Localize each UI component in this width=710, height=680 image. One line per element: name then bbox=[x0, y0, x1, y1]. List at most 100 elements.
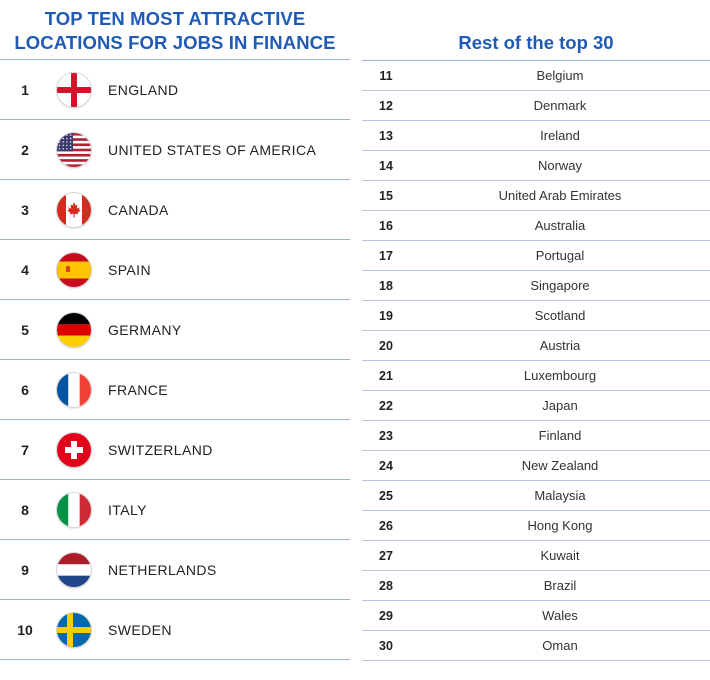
country-name: Hong Kong bbox=[527, 518, 593, 533]
spain-flag-icon bbox=[57, 253, 91, 287]
row-divider bbox=[362, 120, 710, 121]
row-divider bbox=[0, 659, 350, 660]
rest-row: 20 Austria bbox=[362, 331, 710, 361]
country-name: Ireland bbox=[540, 128, 580, 143]
rest-row: 25 Malaysia bbox=[362, 481, 710, 511]
country-name: ITALY bbox=[108, 502, 147, 518]
row-divider bbox=[362, 630, 710, 631]
top-ten-row: 8 ITALY bbox=[0, 480, 350, 540]
row-divider bbox=[362, 360, 710, 361]
row-divider bbox=[362, 90, 710, 91]
rest-row: 17 Portugal bbox=[362, 241, 710, 271]
top-ten-row: 5 GERMANY bbox=[0, 300, 350, 360]
country-name: Japan bbox=[542, 398, 578, 413]
rank-number: 12 bbox=[379, 99, 393, 113]
rank-number: 30 bbox=[379, 639, 393, 653]
rank-number: 7 bbox=[21, 442, 29, 458]
row-divider bbox=[0, 179, 350, 180]
canada-flag-icon bbox=[57, 193, 91, 227]
rank-number: 6 bbox=[21, 382, 29, 398]
country-name: Wales bbox=[542, 608, 578, 623]
top-ten-row: 9 NETHERLANDS bbox=[0, 540, 350, 600]
row-divider bbox=[362, 480, 710, 481]
england-flag-icon bbox=[57, 73, 91, 107]
row-divider bbox=[0, 479, 350, 480]
row-divider bbox=[362, 210, 710, 211]
rest-row: 30 Oman bbox=[362, 631, 710, 661]
row-divider bbox=[0, 119, 350, 120]
rank-number: 11 bbox=[379, 69, 393, 83]
country-name: Oman bbox=[542, 638, 578, 653]
rest-row: 23 Finland bbox=[362, 421, 710, 451]
country-name: FRANCE bbox=[108, 382, 168, 398]
rank-number: 4 bbox=[21, 262, 29, 278]
country-name: SPAIN bbox=[108, 262, 151, 278]
sweden-flag-icon bbox=[57, 613, 91, 647]
top-ten-row: 6 FRANCE bbox=[0, 360, 350, 420]
top-ten-title: TOP TEN MOST ATTRACTIVE LOCATIONS FOR JO… bbox=[0, 7, 350, 55]
rest-row: 28 Brazil bbox=[362, 571, 710, 601]
rank-number: 27 bbox=[379, 549, 393, 563]
row-divider bbox=[362, 240, 710, 241]
rank-number: 25 bbox=[379, 489, 393, 503]
switzerland-flag-icon bbox=[57, 433, 91, 467]
rank-number: 8 bbox=[21, 502, 29, 518]
top-ten-row: 3 CANADA bbox=[0, 180, 350, 240]
country-name: United Arab Emirates bbox=[498, 188, 622, 203]
row-divider bbox=[362, 450, 710, 451]
rank-number: 2 bbox=[21, 142, 29, 158]
rank-number: 21 bbox=[379, 369, 393, 383]
country-name: Denmark bbox=[533, 98, 587, 113]
rest-row: 18 Singapore bbox=[362, 271, 710, 301]
rank-number: 17 bbox=[379, 249, 393, 263]
netherlands-flag-icon bbox=[57, 553, 91, 587]
country-name: Brazil bbox=[543, 578, 577, 593]
top-ten-title-line-1: TOP TEN MOST ATTRACTIVE bbox=[44, 8, 306, 29]
row-divider bbox=[0, 299, 350, 300]
rest-row: 26 Hong Kong bbox=[362, 511, 710, 541]
country-name: Australia bbox=[534, 218, 586, 233]
top-ten-row: 7 SWITZERLAND bbox=[0, 420, 350, 480]
country-name: Scotland bbox=[534, 308, 586, 323]
rank-number: 15 bbox=[379, 189, 393, 203]
rest-row: 29 Wales bbox=[362, 601, 710, 631]
row-divider bbox=[362, 600, 710, 601]
country-name: CANADA bbox=[108, 202, 169, 218]
rest-row: 15 United Arab Emirates bbox=[362, 181, 710, 211]
rank-number: 22 bbox=[379, 399, 393, 413]
country-name: NETHERLANDS bbox=[108, 562, 217, 578]
rest-row: 27 Kuwait bbox=[362, 541, 710, 571]
rest-of-top-30-title: Rest of the top 30 bbox=[458, 32, 614, 53]
usa-flag-icon bbox=[57, 133, 91, 167]
top-ten-row: 2 UNITED STATES OF AMERICA bbox=[0, 120, 350, 180]
rank-number: 16 bbox=[379, 219, 393, 233]
rank-number: 1 bbox=[21, 82, 29, 98]
row-divider bbox=[0, 359, 350, 360]
france-flag-icon bbox=[57, 373, 91, 407]
rest-row: 16 Australia bbox=[362, 211, 710, 241]
row-divider bbox=[0, 239, 350, 240]
row-divider bbox=[0, 599, 350, 600]
top-ten-row: 1 ENGLAND bbox=[0, 60, 350, 120]
rank-number: 14 bbox=[379, 159, 393, 173]
rank-number: 23 bbox=[379, 429, 393, 443]
rank-number: 20 bbox=[379, 339, 393, 353]
country-name: Kuwait bbox=[540, 548, 580, 563]
rank-number: 29 bbox=[379, 609, 393, 623]
country-name: GERMANY bbox=[108, 322, 182, 338]
row-divider bbox=[362, 510, 710, 511]
country-name: SWEDEN bbox=[108, 622, 172, 638]
row-divider bbox=[362, 660, 710, 661]
rank-number: 26 bbox=[379, 519, 393, 533]
country-name: New Zealand bbox=[521, 458, 599, 473]
rank-number: 5 bbox=[21, 322, 29, 338]
country-name: Luxembourg bbox=[523, 368, 597, 383]
rank-number: 19 bbox=[379, 309, 393, 323]
country-name: Belgium bbox=[536, 68, 584, 83]
top-ten-row: 10 SWEDEN bbox=[0, 600, 350, 660]
top-ten-row: 4 SPAIN bbox=[0, 240, 350, 300]
rank-number: 13 bbox=[379, 129, 393, 143]
country-name: Portugal bbox=[535, 248, 585, 263]
row-divider bbox=[362, 540, 710, 541]
row-divider bbox=[362, 180, 710, 181]
